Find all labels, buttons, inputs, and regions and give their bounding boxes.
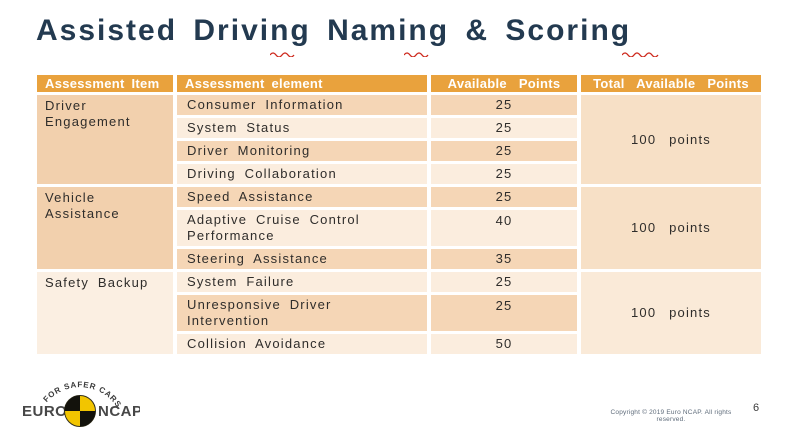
- element-cell: Adaptive Cruise Control Performance: [177, 210, 427, 246]
- points-cell: 25: [431, 164, 577, 184]
- element-cell: System Failure: [177, 272, 427, 292]
- column-header-total-available-points: Total Available Points: [581, 75, 761, 92]
- table-row: Driver Engagement Consumer Information 2…: [37, 95, 761, 184]
- column-header-available-points: Available Points: [431, 75, 577, 92]
- page-number: 6: [753, 402, 760, 414]
- euroncap-logo: FOR SAFER CARS EURO NCAP: [22, 380, 140, 427]
- logo-ncap-text: NCAP: [98, 403, 140, 420]
- copyright-text: Copyright © 2019 Euro NCAP. All rights r…: [610, 409, 732, 423]
- column-header-assessment-item: Assessment Item: [37, 75, 173, 92]
- points-cell: 25: [431, 295, 577, 331]
- element-cell: Consumer Information: [177, 95, 427, 115]
- element-cell: Unresponsive Driver Intervention: [177, 295, 427, 331]
- table-row: Vehicle Assistance Speed Assistance 25 1…: [37, 187, 761, 269]
- points-cell: 25: [431, 272, 577, 292]
- element-cell: Collision Avoidance: [177, 334, 427, 354]
- assessment-item-cell: Safety Backup: [37, 272, 173, 354]
- spellcheck-squiggle-icon: [404, 52, 429, 57]
- spellcheck-squiggle-icon: [270, 52, 295, 57]
- points-cell: 25: [431, 187, 577, 207]
- table-row: Adaptive Cruise Control Performance 40: [37, 210, 761, 246]
- points-cell: 50: [431, 334, 577, 354]
- spellcheck-squiggle-icon: [622, 52, 659, 57]
- table-row: Driver Monitoring 25: [37, 141, 761, 161]
- table-row: Unresponsive Driver Intervention 25: [37, 295, 761, 331]
- table-row: System Status 25: [37, 118, 761, 138]
- assisted-driving-scoring-table: Assessment Item Assessment element Avail…: [33, 72, 765, 357]
- assessment-item-cell: Vehicle Assistance: [37, 187, 173, 269]
- assessment-item-cell: Driver Engagement: [37, 95, 173, 184]
- element-cell: System Status: [177, 118, 427, 138]
- total-points-cell: 100 points: [581, 187, 761, 269]
- column-header-assessment-element: Assessment element: [177, 75, 427, 92]
- page-title-wrap: Assisted Driving Naming & Scoring: [36, 14, 756, 62]
- total-points-cell: 100 points: [581, 95, 761, 184]
- element-cell: Driving Collaboration: [177, 164, 427, 184]
- table-row: Safety Backup System Failure 25 100 poin…: [37, 272, 761, 354]
- points-cell: 35: [431, 249, 577, 269]
- points-cell: 25: [431, 141, 577, 161]
- page-title: Assisted Driving Naming & Scoring: [36, 14, 632, 47]
- points-cell: 40: [431, 210, 577, 246]
- total-points-cell: 100 points: [581, 272, 761, 354]
- element-cell: Driver Monitoring: [177, 141, 427, 161]
- table-row: Collision Avoidance 50: [37, 334, 761, 354]
- logo-euro-text: EURO: [22, 403, 67, 420]
- crash-test-dummy-ball-icon: [64, 395, 96, 427]
- element-cell: Speed Assistance: [177, 187, 427, 207]
- points-cell: 25: [431, 118, 577, 138]
- table-header-row: Assessment Item Assessment element Avail…: [37, 75, 761, 92]
- table-row: Driving Collaboration 25: [37, 164, 761, 184]
- table-row: Steering Assistance 35: [37, 249, 761, 269]
- points-cell: 25: [431, 95, 577, 115]
- element-cell: Steering Assistance: [177, 249, 427, 269]
